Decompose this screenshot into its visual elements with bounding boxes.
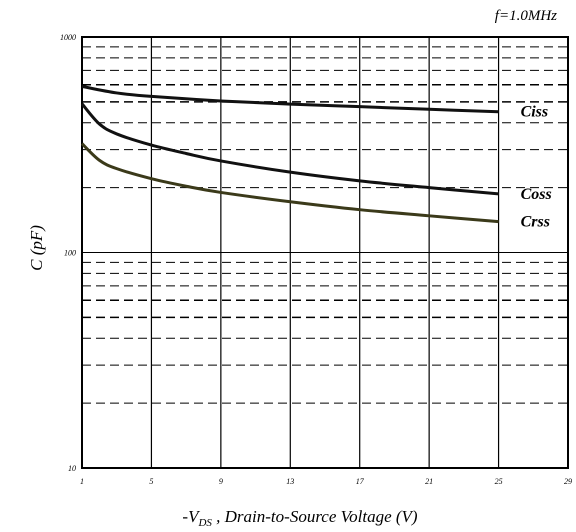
series-label-ciss: Ciss xyxy=(521,104,549,121)
tick-labels: 1 5 9 13 17 21 25 29 10 100 1000 xyxy=(60,33,572,486)
x-axis-title-prefix: -V xyxy=(182,507,201,526)
y-axis-title: C (pF) xyxy=(27,225,46,271)
x-tick-label: 29 xyxy=(564,477,572,486)
series-line-ciss xyxy=(81,84,499,114)
x-axis-title-subscript: DS xyxy=(197,517,212,529)
x-tick-label: 17 xyxy=(356,477,365,486)
x-tick-label: 9 xyxy=(219,477,223,486)
x-tick-label: 13 xyxy=(286,477,294,486)
plot-frame xyxy=(81,36,569,469)
series-line-crss xyxy=(80,142,499,224)
series-label-crss: Crss xyxy=(521,214,550,231)
series-labels: Ciss Coss Crss xyxy=(521,104,552,231)
x-tick-label: 25 xyxy=(495,477,503,486)
grid xyxy=(82,37,568,468)
y-tick-label: 10 xyxy=(68,464,76,473)
x-tick-label: 1 xyxy=(80,477,84,486)
x-axis-title-rest: , Drain-to-Source Voltage (V) xyxy=(212,507,418,526)
test-condition: f=1.0MHz xyxy=(495,8,557,24)
series-layer xyxy=(80,84,499,224)
y-tick-label: 1000 xyxy=(60,33,76,42)
x-tick-label: 21 xyxy=(425,477,433,486)
series-line-coss xyxy=(80,102,499,196)
x-axis-title: -VDS , Drain-to-Source Voltage (V) xyxy=(182,507,418,529)
y-tick-label: 100 xyxy=(64,249,76,258)
series-label-coss: Coss xyxy=(521,186,552,203)
x-tick-label: 5 xyxy=(149,477,153,486)
